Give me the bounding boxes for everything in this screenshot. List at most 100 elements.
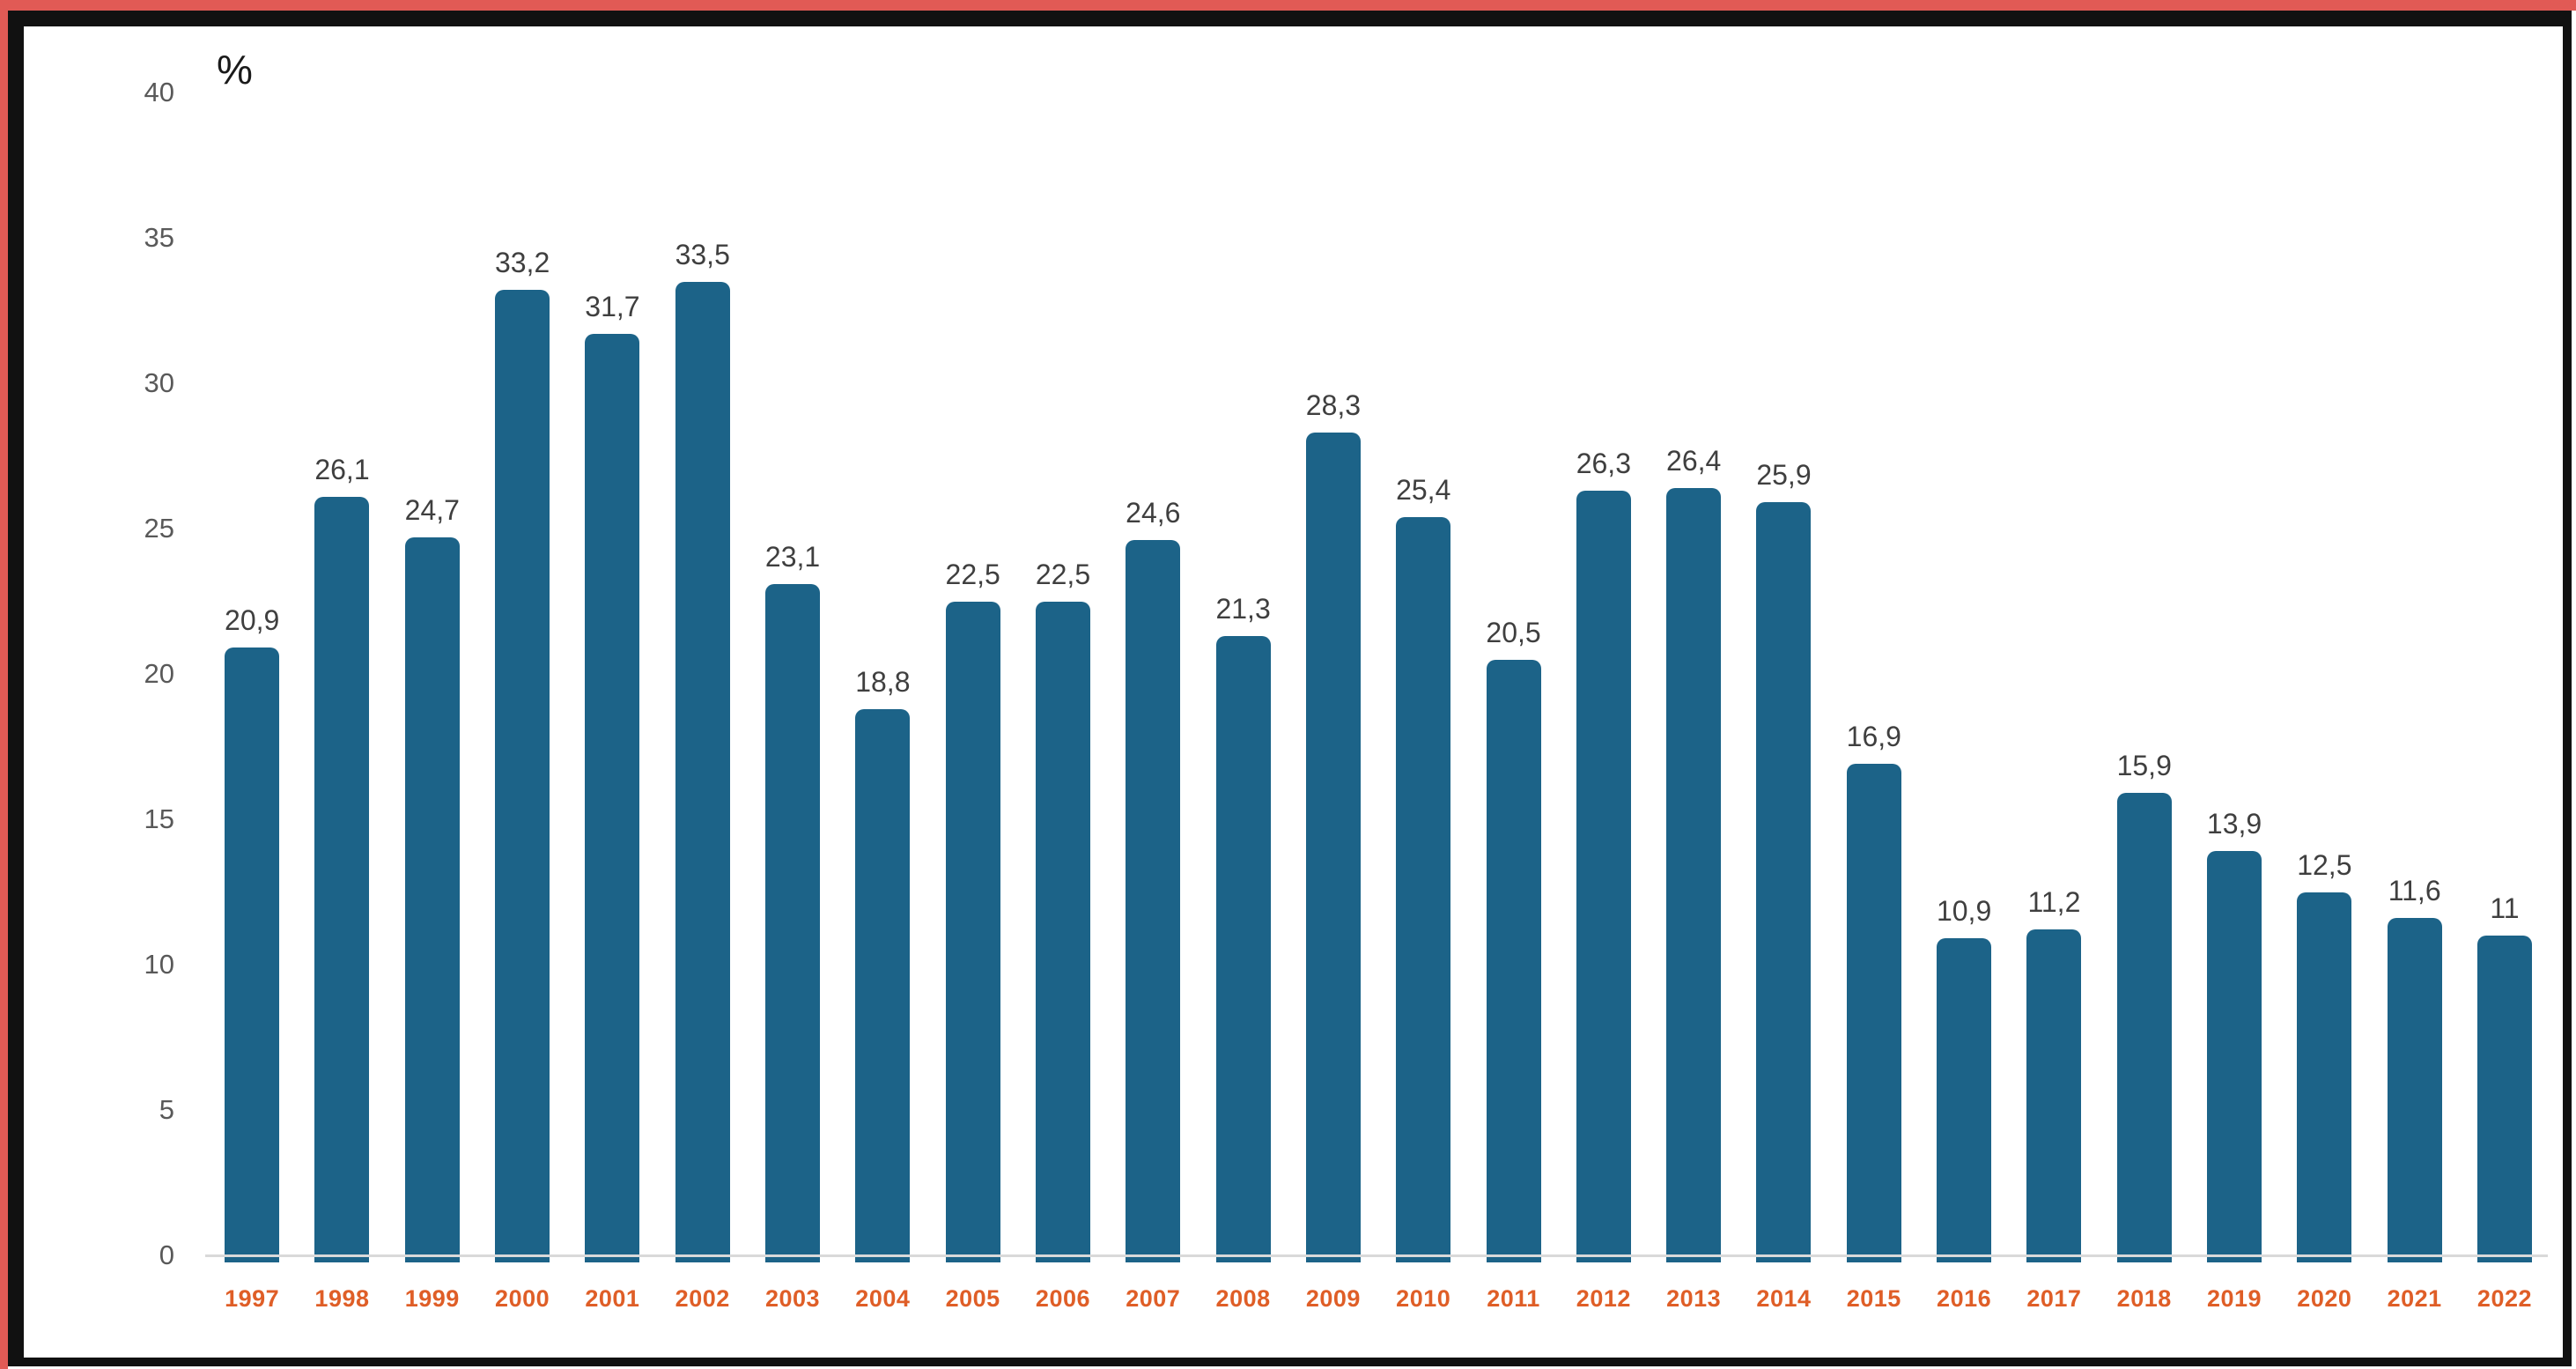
x-axis-label: 2019 — [2206, 1285, 2262, 1312]
bar-value-label: 23,1 — [764, 540, 821, 573]
bar-group-2015: 16,9 2015 — [1829, 88, 1919, 1312]
x-axis-label: 2014 — [1756, 1285, 1812, 1312]
bar-value-label: 24,7 — [404, 493, 460, 526]
y-axis-tick: 35 — [144, 222, 174, 253]
bar-value-label: 21,3 — [1215, 593, 1271, 625]
y-axis-tick: 5 — [159, 1094, 174, 1125]
bar-value-label: 22,5 — [1035, 558, 1091, 590]
bar-group-2004: 18,8 2004 — [838, 88, 927, 1312]
bar-group-2019: 13,9 2019 — [2189, 88, 2279, 1312]
bar-value-label: 11,6 — [2388, 875, 2441, 907]
bar — [2116, 793, 2172, 1262]
x-axis-label: 2001 — [585, 1285, 640, 1312]
bar — [1756, 502, 1812, 1262]
x-axis-label: 2017 — [2026, 1285, 2082, 1312]
x-axis-label: 2009 — [1305, 1285, 1361, 1312]
bar-value-label: 25,9 — [1756, 459, 1812, 492]
bar — [495, 290, 550, 1262]
x-axis-label: 2018 — [2116, 1285, 2172, 1312]
x-axis-label: 1999 — [404, 1285, 460, 1312]
x-axis-label: 2022 — [2476, 1285, 2532, 1312]
bar — [1305, 433, 1361, 1262]
bar — [765, 583, 821, 1262]
plot-area: 20,9 1997 26,1 1998 24,7 1999 33,2 2000 31,7 2001… — [207, 88, 2550, 1313]
bar-group-2006: 22,5 2006 — [1018, 88, 1108, 1313]
bar-value-label: 15,9 — [2116, 750, 2172, 782]
bar-group-2000: 33,2 2000 — [477, 88, 567, 1312]
bar-group-2022: 11 2022 — [2460, 88, 2550, 1312]
bar — [855, 708, 911, 1262]
y-axis-tick: 20 — [144, 658, 174, 689]
bar-value-label: 20,9 — [225, 604, 280, 637]
x-axis-label: 2021 — [2387, 1285, 2442, 1312]
y-axis-tick: 40 — [144, 77, 174, 107]
x-axis-label: 2007 — [1126, 1285, 1181, 1312]
bar-group-2018: 15,9 2018 — [2100, 88, 2189, 1312]
bar-group-2014: 25,9 2014 — [1738, 88, 1828, 1312]
y-axis-tick: 30 — [144, 367, 174, 398]
bar-group-2003: 23,1 2003 — [748, 88, 838, 1312]
bar — [585, 333, 640, 1262]
bar-value-label: 20,5 — [1486, 616, 1541, 648]
bar-value-label: 22,5 — [945, 558, 1000, 590]
bar-group-2021: 11,6 2021 — [2370, 88, 2460, 1312]
bar-group-2005: 22,5 2005 — [928, 88, 1018, 1313]
bar — [1126, 540, 1181, 1262]
bar — [225, 648, 280, 1262]
bar-group-2010: 25,4 2010 — [1378, 88, 1468, 1312]
bar-group-1999: 24,7 1999 — [388, 88, 477, 1312]
x-axis-label: 2003 — [764, 1285, 821, 1312]
x-axis-label: 2000 — [495, 1285, 550, 1312]
x-axis-label: 2012 — [1576, 1285, 1631, 1312]
bar-value-label: 31,7 — [585, 290, 640, 322]
x-axis-label: 2002 — [675, 1285, 730, 1312]
x-axis-label: 2004 — [855, 1285, 911, 1312]
bar-group-2001: 31,7 2001 — [567, 88, 657, 1312]
bar-group-2013: 26,4 2013 — [1649, 88, 1738, 1312]
bar — [1576, 491, 1631, 1262]
bar-group-2008: 21,3 2008 — [1198, 88, 1288, 1312]
bar — [1396, 516, 1451, 1262]
y-axis-tick: 25 — [144, 513, 174, 544]
bar — [314, 496, 370, 1262]
bar-value-label: 11,2 — [2027, 886, 2081, 919]
x-axis-label: 2015 — [1846, 1285, 1901, 1312]
x-axis-label: 2006 — [1035, 1285, 1090, 1312]
bar-group-2002: 33,5 2002 — [658, 88, 748, 1313]
x-axis-label: 2008 — [1215, 1285, 1271, 1312]
bar — [945, 601, 1000, 1262]
bar-group-2016: 10,9 2016 — [1919, 88, 2009, 1312]
bar — [404, 536, 460, 1262]
bar — [1846, 764, 1901, 1262]
bar — [2387, 918, 2442, 1262]
bar-group-2011: 20,5 2011 — [1468, 88, 1558, 1313]
zero-axis-line — [205, 1254, 2548, 1257]
x-axis-label: 2020 — [2297, 1285, 2352, 1312]
bar-value-label: 33,2 — [494, 247, 550, 279]
bar-value-label: 12,5 — [2297, 848, 2352, 881]
bar-group-2007: 24,6 2007 — [1108, 88, 1198, 1312]
x-axis-label: 2016 — [1937, 1285, 1992, 1312]
bar — [2476, 936, 2532, 1262]
bar-value-label: 28,3 — [1305, 389, 1362, 422]
y-axis-tick: 15 — [144, 803, 174, 834]
bar-value-label: 18,8 — [855, 665, 911, 698]
x-axis-label: 1998 — [314, 1285, 370, 1312]
bar-value-label: 26,1 — [314, 453, 370, 485]
bar-value-label: 24,6 — [1126, 497, 1181, 529]
bar-value-label: 13,9 — [2206, 808, 2262, 840]
bar — [675, 281, 730, 1262]
bar-value-label: 16,9 — [1846, 721, 1901, 753]
bar-group-2012: 26,3 2012 — [1559, 88, 1649, 1312]
bar-value-label: 26,4 — [1666, 444, 1722, 477]
bar-value-label: 25,4 — [1396, 473, 1451, 506]
bar-group-1998: 26,1 1998 — [297, 88, 387, 1312]
x-axis-label: 2010 — [1396, 1285, 1451, 1312]
bar — [2207, 851, 2262, 1262]
bar — [2026, 929, 2082, 1262]
x-axis-label: 2013 — [1666, 1285, 1722, 1312]
bar-value-label: 33,5 — [675, 238, 730, 270]
bar-group-1997: 20,9 1997 — [207, 88, 297, 1312]
bar-group-2017: 11,2 2017 — [2009, 88, 2099, 1312]
